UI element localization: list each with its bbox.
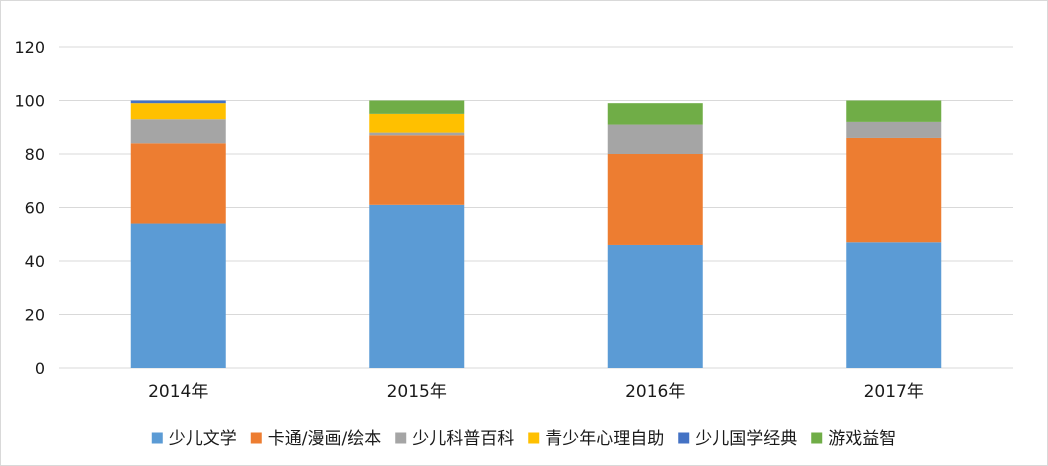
bar-segment: [607, 124, 703, 154]
y-tick-label: 60: [25, 199, 45, 218]
bar-segment: [607, 154, 703, 245]
bar-segment: [130, 100, 226, 104]
bar-segment: [846, 121, 942, 138]
legend-swatch: [811, 432, 823, 444]
legend-swatch: [678, 432, 690, 444]
legend-label: 卡通/漫画/绘本: [268, 429, 381, 449]
legend-swatch: [528, 432, 540, 444]
x-tick-label: 2016年: [625, 382, 685, 402]
bar-segment: [369, 204, 465, 368]
y-tick-label: 0: [35, 359, 45, 378]
bar-segment: [846, 242, 942, 368]
y-tick-label: 20: [25, 306, 45, 325]
bar-segment: [130, 143, 226, 224]
legend-label: 少儿科普百科: [412, 429, 514, 449]
x-tick-label: 2015年: [387, 382, 447, 402]
bar-segment: [607, 244, 703, 368]
legend-swatch: [151, 432, 163, 444]
legend-swatch: [250, 432, 262, 444]
y-axis-ticks: 0 20 40 60 80 100 120: [14, 38, 45, 378]
x-tick-label: 2014年: [148, 382, 208, 402]
legend: 少儿文学 卡通/漫画/绘本 少儿科普百科 青少年心理自助 少儿国学经典 游戏益智: [151, 429, 896, 449]
y-tick-label: 120: [14, 38, 45, 57]
y-tick-label: 100: [14, 92, 45, 111]
y-tick-label: 40: [25, 252, 45, 271]
legend-label: 游戏益智: [828, 429, 896, 449]
bars: [130, 100, 942, 368]
bar-segment: [369, 135, 465, 205]
bar-segment: [846, 100, 942, 122]
bar-segment: [607, 103, 703, 125]
legend-label: 少儿文学: [169, 429, 237, 449]
bar-segment: [369, 113, 465, 133]
legend-label: 青少年心理自助: [545, 429, 664, 449]
bar-segment: [369, 100, 465, 114]
bar-segment: [130, 223, 226, 368]
bar-segment: [369, 132, 465, 136]
legend-label: 少儿国学经典: [695, 429, 797, 449]
bar-segment: [130, 103, 226, 120]
x-axis-ticks: 2014年 2015年 2016年 2017年: [148, 382, 924, 402]
y-tick-label: 80: [25, 145, 45, 164]
x-tick-label: 2017年: [864, 382, 924, 402]
bar-segment: [846, 137, 942, 243]
legend-swatch: [395, 432, 407, 444]
bar-segment: [130, 119, 226, 144]
